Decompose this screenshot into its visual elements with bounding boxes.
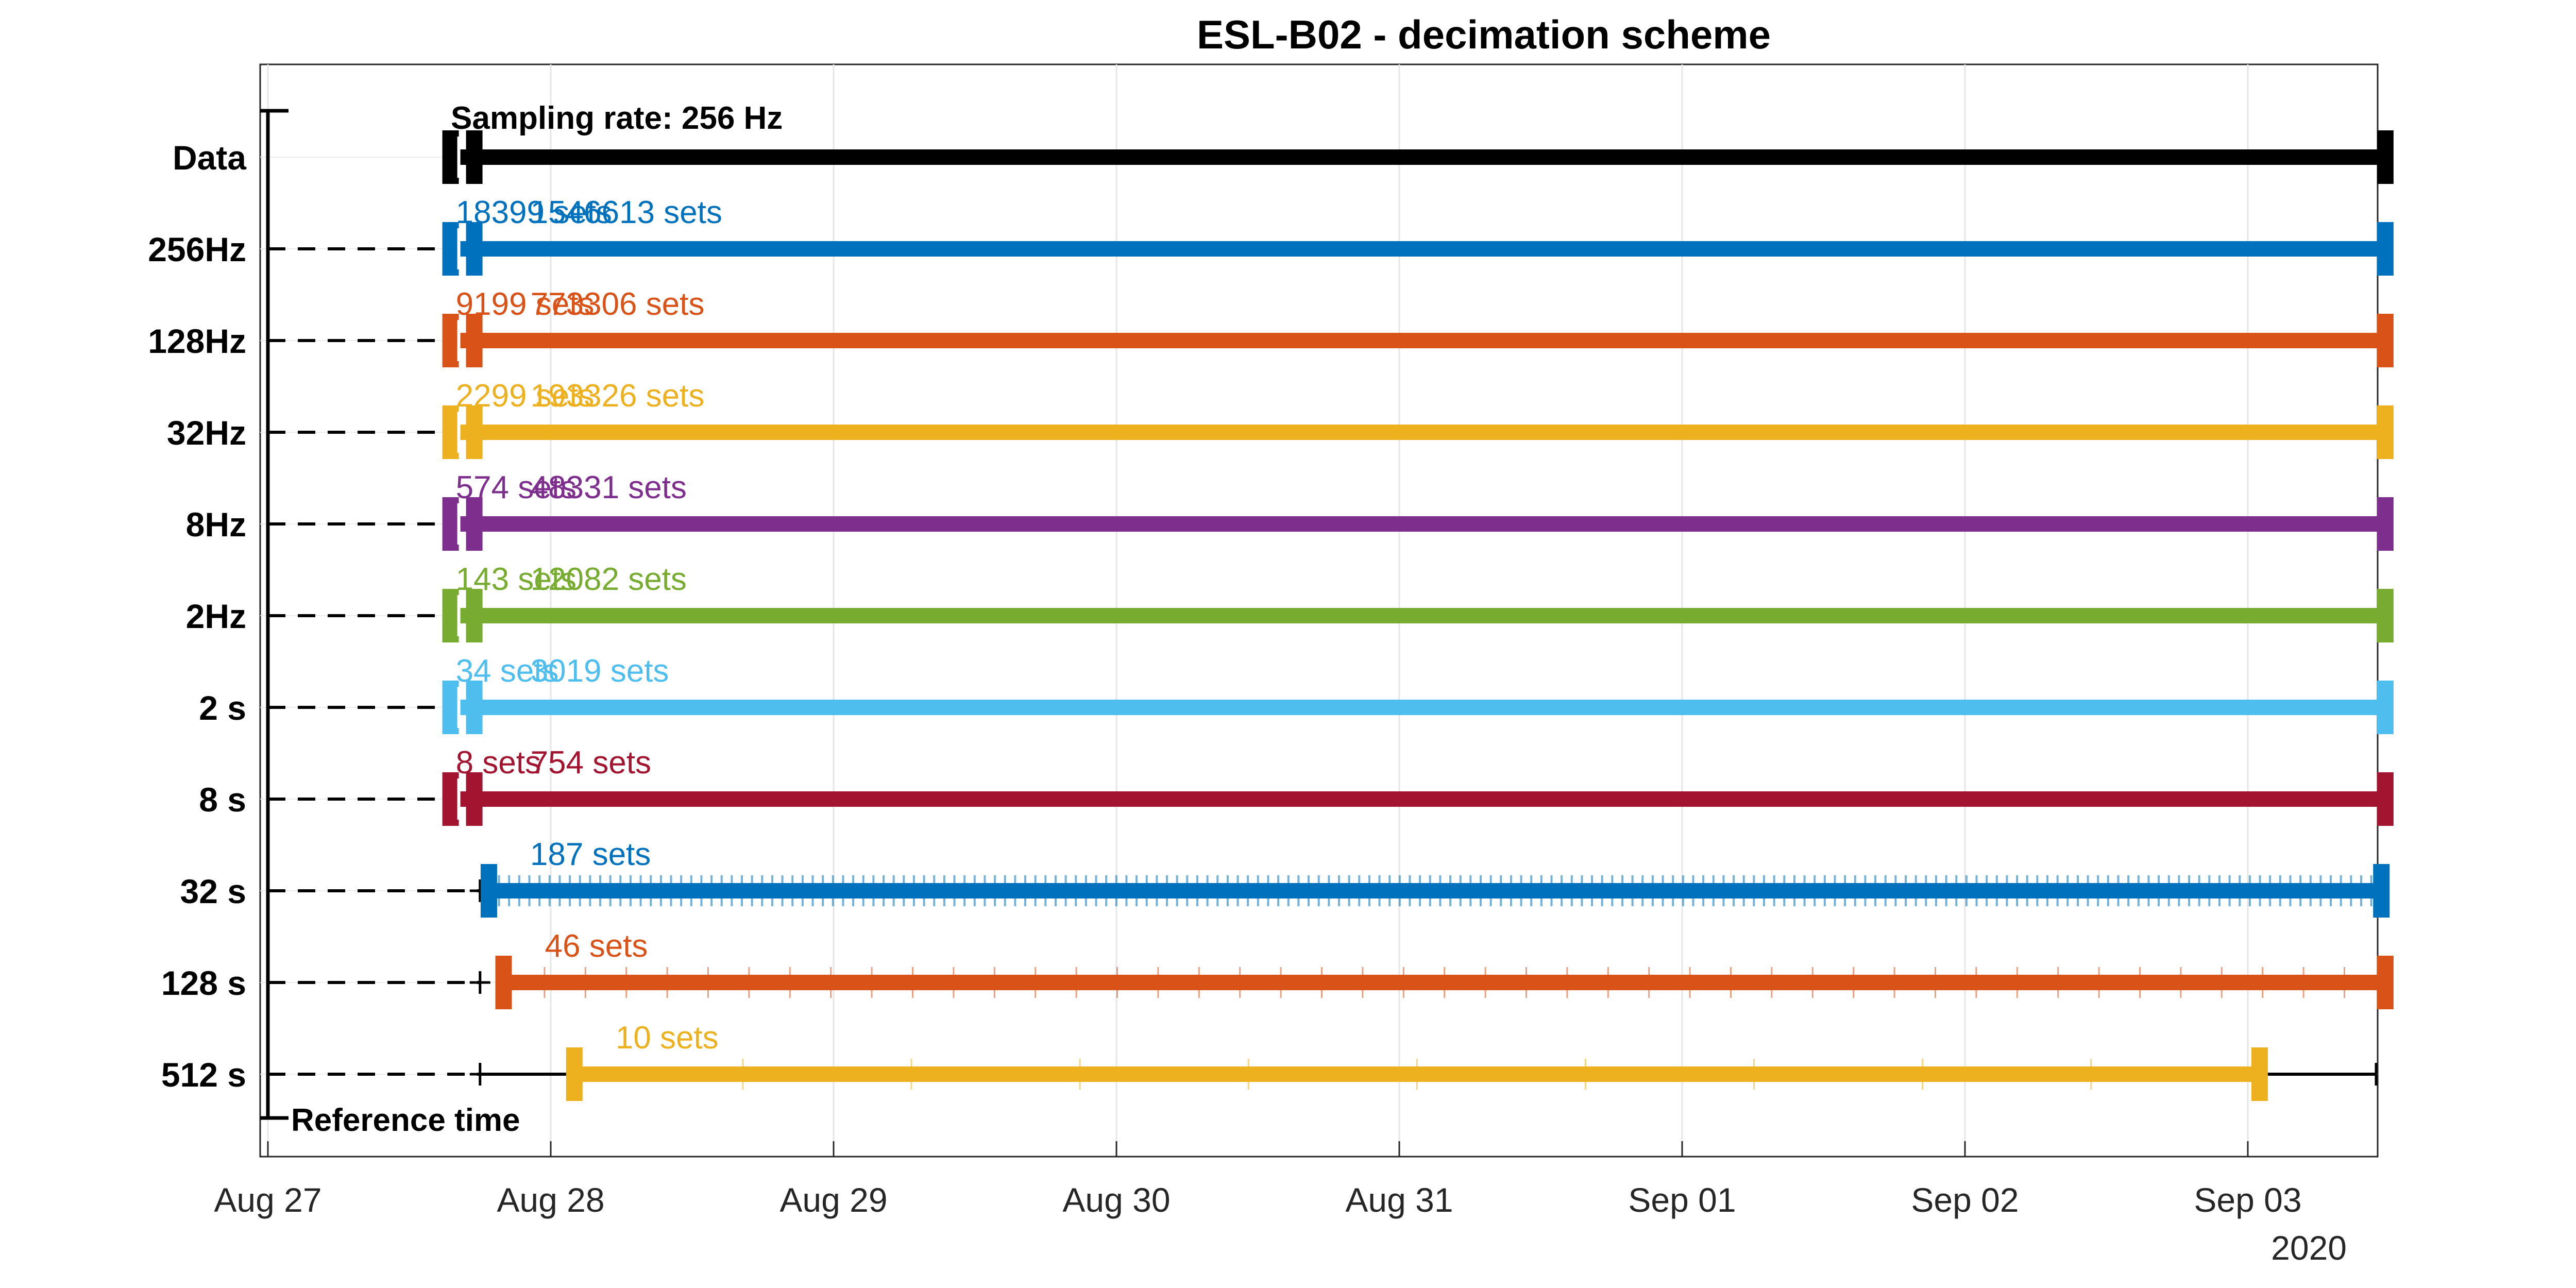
x-tick-label: Sep 02 (1911, 1181, 2019, 1219)
row-label: 128 s (161, 964, 246, 1002)
set-count-label: 187 sets (530, 837, 651, 872)
bar-start-cap-secondary (466, 405, 483, 459)
row-label: 512 s (161, 1056, 246, 1094)
bar-start-cap (442, 222, 459, 276)
set-count-label: 46 sets (545, 928, 648, 964)
row-label: 2Hz (186, 597, 246, 635)
row-label: Data (173, 139, 247, 177)
set-count-label: 8 sets (456, 745, 541, 781)
bar-end-cap (2373, 864, 2390, 918)
bar-start-cap-secondary (466, 314, 483, 367)
bar-start-cap (442, 497, 459, 551)
x-tick-label: Aug 31 (1345, 1181, 1453, 1219)
bar-start-cap-secondary (466, 681, 483, 734)
bar-start-cap (442, 405, 459, 459)
set-count-label: 18399 sets (456, 195, 612, 230)
bar-start-cap (566, 1047, 583, 1101)
bar-end-cap (2377, 314, 2394, 367)
bar-start-cap (442, 130, 459, 184)
set-count-label: 574 sets (456, 470, 577, 505)
bar-start-cap-secondary (466, 130, 483, 184)
x-tick-label: Aug 27 (214, 1181, 321, 1219)
x-tick-label: Sep 03 (2194, 1181, 2301, 1219)
set-count-label: 2299 sets (456, 378, 595, 414)
set-count-label: 9199 sets (456, 286, 595, 322)
set-count-label: 193326 sets (531, 378, 705, 414)
x-axis-year-label: 2020 (2271, 1229, 2347, 1267)
bar-start-cap (442, 589, 459, 642)
bar-start-cap (480, 864, 497, 918)
set-count-label: 143 sets (456, 562, 577, 597)
row-label: 128Hz (148, 322, 246, 360)
set-count-label: 754 sets (531, 745, 651, 781)
bar-end-cap (2377, 956, 2394, 1009)
row-label: 2 s (199, 689, 246, 727)
bar-start-cap (495, 956, 512, 1009)
row-label: 256Hz (148, 230, 246, 268)
set-count-label: 48331 sets (531, 470, 687, 505)
x-tick-label: Aug 28 (497, 1181, 604, 1219)
bar-start-cap-secondary (466, 589, 483, 642)
set-count-label: 3019 sets (531, 653, 669, 689)
set-count-label: 773306 sets (531, 286, 705, 322)
bar-end-cap (2377, 405, 2394, 459)
set-count-label: 1546613 sets (531, 195, 722, 230)
reference-time-label: Reference time (291, 1103, 520, 1138)
row-label: 8Hz (186, 505, 246, 544)
bar-end-cap (2251, 1047, 2268, 1101)
chart-title: ESL-B02 - decimation scheme (1197, 12, 1771, 57)
bar-start-cap (442, 772, 459, 826)
bar-end-cap (2377, 589, 2394, 642)
set-count-label: 34 sets (456, 653, 559, 689)
set-count-label: 10 sets (616, 1020, 719, 1056)
row-label: 8 s (199, 781, 246, 819)
bar-end-cap (2377, 681, 2394, 734)
bar-start-cap-secondary (466, 772, 483, 826)
bar-end-cap (2377, 497, 2394, 551)
x-tick-label: Sep 01 (1628, 1181, 1736, 1219)
x-tick-label: Aug 29 (779, 1181, 887, 1219)
x-tick-label: Aug 30 (1062, 1181, 1170, 1219)
bar-end-cap (2377, 130, 2394, 184)
bar-start-cap (442, 681, 459, 734)
row-label: 32Hz (167, 414, 246, 452)
bar-start-cap-secondary (466, 222, 483, 276)
row-label: 32 s (180, 872, 246, 910)
bar-start-cap-secondary (466, 497, 483, 551)
x-axis: Aug 27 Aug 28 Aug 29 Aug 30 Aug 31 Sep 01 Sep … (214, 109, 2302, 1219)
set-count-label: 12082 sets (531, 562, 687, 597)
bar-end-cap (2377, 222, 2394, 276)
bar-start-cap (442, 314, 459, 367)
sampling-rate-annotation: Sampling rate: 256 Hz (451, 100, 783, 136)
bar-end-cap (2377, 772, 2394, 826)
